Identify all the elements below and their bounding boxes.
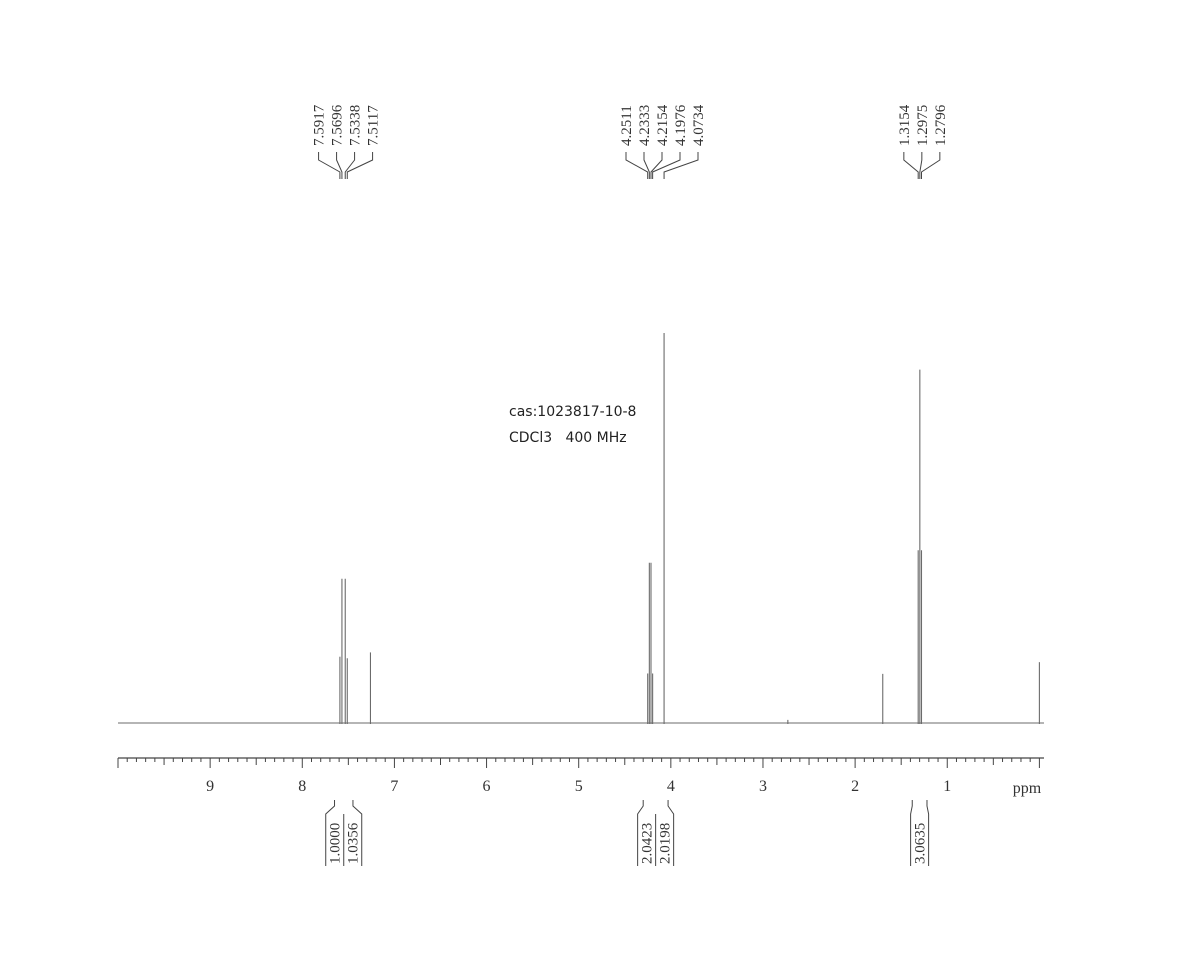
peak-label: 1.2975 bbox=[915, 105, 931, 146]
peak-label: 4.1976 bbox=[673, 104, 689, 146]
peak-label-connector bbox=[346, 152, 374, 179]
cas-annotation: cas:1023817-10-8 bbox=[509, 404, 637, 420]
peak-labels: 7.5917 7.5696 7.5338 7.5117 4.2511 4.2333 4.21… bbox=[312, 104, 949, 179]
peak-label-connector bbox=[919, 152, 923, 179]
x-tick-label: 5 bbox=[575, 778, 583, 795]
integral-bracket bbox=[325, 800, 336, 866]
peaks-group bbox=[339, 333, 1040, 724]
x-tick-label: 1 bbox=[943, 778, 951, 795]
peak-label-connector bbox=[663, 152, 699, 179]
integral-bracket bbox=[667, 800, 675, 866]
integrals: 1.0000 1.0356 2.0423 2.0198 3.0635 bbox=[325, 800, 930, 866]
x-tick-label: 3 bbox=[759, 778, 767, 795]
peak-label: 4.2511 bbox=[619, 105, 635, 146]
integral-bracket bbox=[352, 800, 363, 866]
x-tick-label: 4 bbox=[667, 778, 675, 795]
peak-label-connector bbox=[643, 152, 650, 179]
peak-label: 1.3154 bbox=[897, 104, 913, 146]
integral-value: 3.0635 bbox=[913, 823, 929, 864]
x-tick-label: 6 bbox=[483, 778, 491, 795]
x-tick-label: 7 bbox=[390, 778, 398, 795]
x-axis-label: ppm bbox=[1013, 780, 1042, 797]
peak-label: 4.2333 bbox=[637, 105, 653, 146]
peak-label-connector bbox=[650, 152, 663, 179]
integral-bracket bbox=[910, 800, 913, 866]
integral-bracket bbox=[637, 800, 644, 866]
peak-label-connector bbox=[336, 152, 343, 179]
integral-value: 2.0198 bbox=[658, 823, 674, 864]
peak-label-connector bbox=[920, 152, 941, 179]
peak-label-connector bbox=[903, 152, 919, 179]
peak-label: 7.5696 bbox=[330, 104, 346, 146]
peak-label-connector bbox=[318, 152, 341, 179]
x-axis: 9 8 7 6 5 4 3 2 1 ppm bbox=[117, 757, 1044, 797]
integral-bracket bbox=[926, 800, 930, 866]
peak-label-connector bbox=[344, 152, 356, 179]
peak-label: 7.5917 bbox=[312, 104, 328, 146]
x-tick-label: 8 bbox=[298, 778, 306, 795]
x-tick-label: 2 bbox=[851, 778, 859, 795]
peak-label: 4.0734 bbox=[691, 104, 707, 146]
integral-value: 2.0423 bbox=[640, 823, 656, 864]
peak-label-connector bbox=[625, 152, 649, 179]
peak-label: 4.2154 bbox=[655, 104, 671, 146]
peak-label: 1.2796 bbox=[933, 104, 949, 146]
peak-label: 7.5338 bbox=[348, 105, 364, 146]
peak-label: 7.5117 bbox=[366, 105, 382, 146]
peak-label-connector bbox=[652, 152, 681, 179]
x-tick-label: 9 bbox=[206, 778, 214, 795]
integral-value: 1.0356 bbox=[346, 822, 362, 864]
conditions-annotation: CDCl3 400 MHz bbox=[509, 430, 627, 446]
integral-value: 1.0000 bbox=[328, 823, 344, 864]
